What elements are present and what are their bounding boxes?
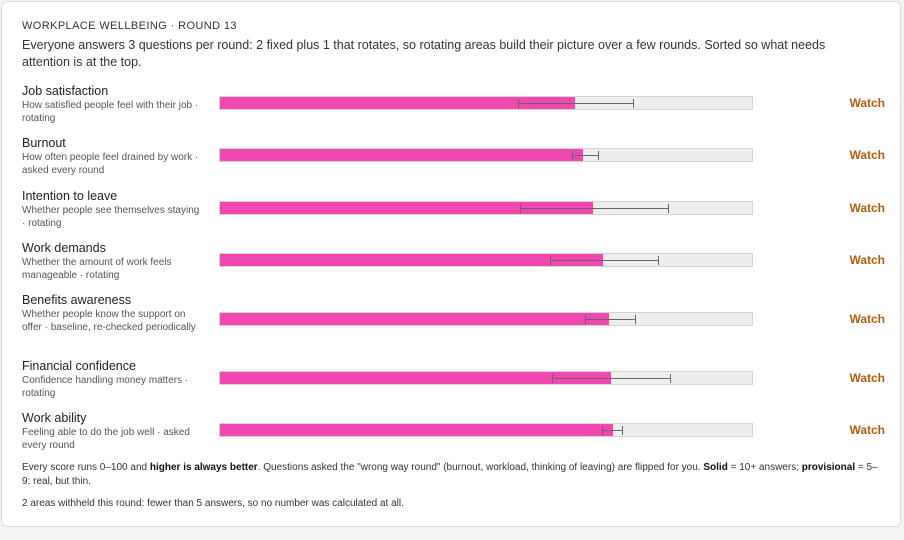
score-bar (220, 97, 576, 109)
interval-high-cap (634, 315, 636, 324)
round-kicker: WORKPLACE WELLBEING · ROUND 13 (22, 20, 237, 32)
area-description: Confidence handling money matters · rota… (22, 375, 189, 399)
interval-high-cap (622, 426, 624, 435)
score-bar (220, 424, 614, 436)
area-description: Feeling able to do the job well · asked … (22, 427, 190, 451)
area-description: How satisfied people feel with their job… (22, 100, 199, 124)
interval-low-cap (517, 99, 519, 108)
score-bar (220, 202, 593, 214)
interval-low-cap (585, 315, 587, 324)
confidence-interval (571, 155, 599, 156)
status-badge: Watch (849, 371, 885, 385)
scale-note-part: . Questions asked the "wrong way round" … (257, 462, 704, 473)
area-title: Financial confidence (22, 359, 136, 373)
status-badge: Watch (849, 148, 885, 162)
score-bar (220, 149, 584, 161)
provisional-term: provisional (801, 462, 856, 473)
status-badge: Watch (849, 253, 885, 267)
confidence-interval (517, 103, 633, 104)
score-track (219, 423, 753, 437)
confidence-interval (585, 319, 635, 320)
scale-note-part: = 10+ answers; (727, 462, 802, 473)
status-badge: Watch (849, 201, 885, 215)
score-bar (220, 372, 611, 384)
status-badge: Watch (849, 312, 885, 326)
scale-note-part: = 5–9: real, but thin. (22, 462, 878, 487)
scale-note: Every score runs 0–100 and higher is alw… (22, 461, 882, 489)
confidence-interval (550, 260, 658, 261)
solid-term: Solid (703, 462, 728, 473)
interval-high-cap (598, 151, 600, 160)
area-description: Whether people know the support on offer… (22, 309, 196, 333)
confidence-interval (552, 378, 671, 379)
score-track (219, 148, 753, 162)
confidence-interval (520, 208, 668, 209)
interval-low-cap (550, 256, 551, 265)
score-track (219, 96, 753, 110)
area-title: Benefits awareness (22, 293, 132, 307)
area-title: Burnout (22, 136, 66, 150)
area-description: Whether people see themselves staying · … (22, 205, 200, 229)
area-title: Intention to leave (22, 189, 118, 203)
interval-low-cap (571, 151, 573, 160)
score-bar (220, 313, 609, 325)
wellbeing-card: WORKPLACE WELLBEING · ROUND 13 Everyone … (1, 1, 901, 527)
interval-low-cap (601, 426, 603, 435)
area-title: Work demands (22, 241, 106, 255)
score-track (219, 201, 753, 215)
area-description: How often people feel drained by work · … (22, 152, 199, 176)
status-badge: Watch (849, 96, 885, 110)
interval-high-cap (670, 374, 672, 383)
scale-note-emphasis: higher is always better (149, 462, 258, 473)
confidence-interval (601, 430, 623, 431)
score-track (219, 371, 753, 385)
area-description: Whether the amount of work feels managea… (22, 257, 172, 281)
area-title: Work ability (22, 411, 87, 425)
score-bar (220, 254, 603, 266)
intro-text: Everyone answers 3 questions per round: … (22, 38, 826, 69)
interval-high-cap (668, 204, 670, 213)
scale-note-part: Every score runs 0–100 and (22, 462, 150, 473)
interval-low-cap (552, 374, 554, 383)
interval-high-cap (657, 256, 659, 265)
interval-high-cap (632, 99, 634, 108)
score-track (219, 253, 753, 267)
area-title: Job satisfaction (22, 84, 109, 98)
status-badge: Watch (849, 423, 885, 437)
score-track (219, 312, 753, 326)
interval-low-cap (520, 204, 522, 213)
withheld-note: 2 areas withheld this round: fewer than … (22, 498, 404, 509)
